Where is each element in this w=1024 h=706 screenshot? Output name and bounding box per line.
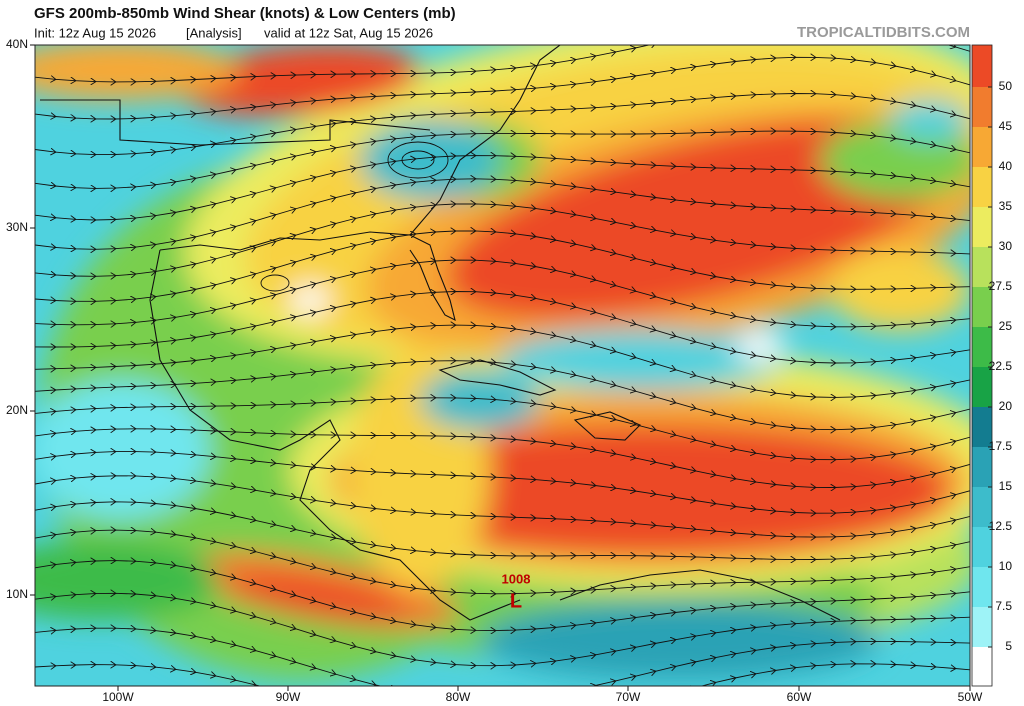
colorbar-label: 50 (999, 79, 1013, 93)
colorbar-label: 22.5 (989, 359, 1013, 373)
colorbar-label: 27.5 (989, 279, 1013, 293)
colorbar-label: 40 (999, 159, 1013, 173)
title: GFS 200mb-850mb Wind Shear (knots) & Low… (34, 5, 456, 22)
colorbar-label: 17.5 (989, 439, 1013, 453)
low-pressure: 1008 (502, 571, 531, 586)
run-label: [Analysis] (186, 25, 242, 40)
colorbar-swatch (972, 247, 992, 287)
streamline (35, 628, 970, 686)
colorbar-swatch (972, 127, 992, 167)
colorbar-label: 35 (999, 199, 1013, 213)
shear-area (735, 330, 785, 360)
shear-area (420, 370, 540, 430)
colorbar-swatch (972, 327, 992, 367)
lon-label: 70W (616, 690, 641, 704)
lat-label: 40N (6, 37, 28, 51)
credit: TROPICALTIDBITS.COM (797, 24, 970, 41)
lat-label: 10N (6, 587, 28, 601)
init-time: Init: 12z Aug 15 2026 (34, 25, 156, 40)
lon-label: 90W (276, 690, 301, 704)
lon-label: 100W (102, 690, 134, 704)
colorbar-swatch (972, 567, 992, 607)
colorbar-label: 45 (999, 119, 1013, 133)
colorbar-swatch (972, 607, 992, 647)
colorbar-label: 7.5 (995, 599, 1012, 613)
colorbar-swatch (972, 87, 992, 127)
shear-area (35, 380, 210, 520)
colorbar-label: 25 (999, 319, 1013, 333)
vortex (260, 274, 290, 292)
colorbar-label: 12.5 (989, 519, 1013, 533)
lat-label: 30N (6, 220, 28, 234)
shear-area (890, 100, 970, 140)
streamline (35, 664, 970, 686)
colorbar-label: 30 (999, 239, 1013, 253)
colorbar-label: 10 (999, 559, 1013, 573)
low-symbol: L (510, 590, 522, 612)
colorbar-swatch (972, 447, 992, 487)
colorbar: 5 7.5 10 12.5 15 17.5 20 22.5 25 27.5 30 35 40 45 50 (971, 44, 1013, 687)
colorbar-swatch (972, 367, 992, 407)
lon-label: 60W (787, 690, 812, 704)
streamlines (35, 45, 970, 686)
vortex (401, 150, 435, 170)
vortex (387, 141, 449, 179)
valid-time: valid at 12z Sat, Aug 15 2026 (264, 25, 433, 40)
colorbar-label: 15 (999, 479, 1013, 493)
colorbar-label: 5 (1005, 639, 1012, 653)
colorbar-swatch (972, 647, 992, 686)
colorbar-swatch (972, 45, 992, 87)
map-frame (34, 44, 971, 687)
shear-area (35, 45, 240, 100)
colorbar-frame (971, 44, 993, 687)
lon-label: 50W (958, 690, 983, 704)
colorbar-swatch (972, 167, 992, 207)
axes: 40N 30N 20N 10N 100W 90W 80W 70W 60W 50W (6, 37, 983, 704)
colorbar-swatch (972, 287, 992, 327)
colorbar-swatch (972, 207, 992, 247)
colorbar-swatch (972, 487, 992, 527)
shear-area (830, 250, 970, 330)
shear-area (360, 120, 500, 200)
colorbar-label: 20 (999, 399, 1013, 413)
colorbar-swatch (972, 407, 992, 447)
colorbar-swatch (972, 527, 992, 567)
lat-label: 20N (6, 403, 28, 417)
lon-label: 80W (446, 690, 471, 704)
